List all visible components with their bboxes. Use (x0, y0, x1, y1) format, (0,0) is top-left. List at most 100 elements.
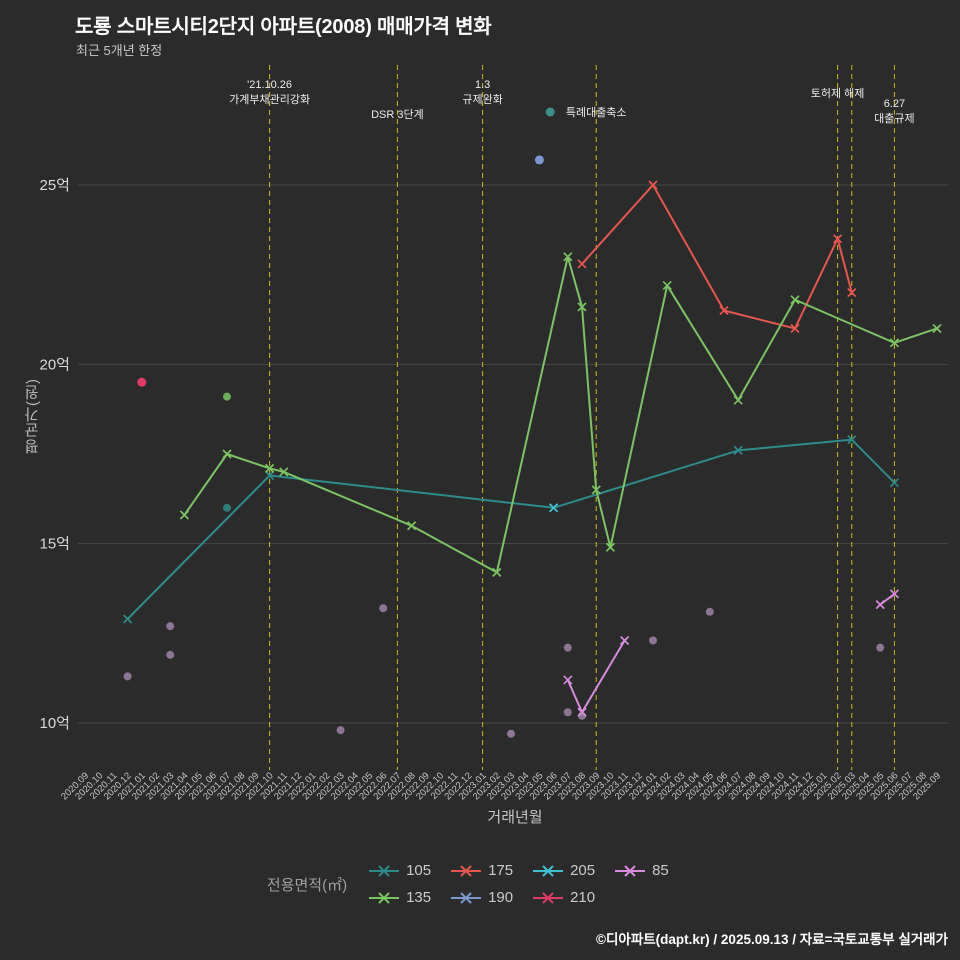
legend-label: 135 (406, 889, 432, 906)
series-175 (577, 180, 857, 334)
event-label: 규제완화 (462, 93, 502, 106)
series-point-175[interactable] (832, 234, 843, 244)
scatter-point[interactable] (379, 604, 388, 613)
scatter-point[interactable] (705, 607, 714, 616)
series-point-135[interactable] (733, 395, 743, 405)
series-point-135[interactable] (406, 521, 417, 531)
event-label: 가계부채관리강화 (229, 93, 310, 106)
series-point-135[interactable] (591, 485, 601, 495)
series-point-135[interactable] (790, 295, 800, 305)
series-point-175[interactable] (847, 287, 857, 298)
series-point-135[interactable] (492, 567, 502, 577)
series-point-105[interactable] (122, 614, 133, 624)
scatter-point[interactable] (123, 672, 132, 681)
series-point-190[interactable] (534, 155, 544, 165)
x-axis-ticks: 2020.092020.102020.112020.122021.012021.… (59, 770, 943, 802)
series-point-175[interactable] (719, 305, 729, 316)
legend-marker-icon (451, 864, 482, 877)
series-point-135[interactable] (932, 323, 942, 334)
legend-items: 105 175 205 85 135 190 210 (369, 862, 693, 906)
series-point-85[interactable] (889, 589, 900, 599)
series-point-105[interactable] (889, 478, 900, 488)
series-point-85[interactable] (619, 635, 630, 646)
series-point-175[interactable] (577, 259, 587, 269)
event-label: 토허제 해제 (811, 86, 865, 100)
legend-item-175[interactable]: 175 (451, 862, 529, 879)
series-line-135[interactable] (183, 255, 938, 574)
scatter-point[interactable] (563, 708, 572, 717)
series-210 (137, 377, 147, 387)
series-line-175[interactable] (581, 183, 853, 330)
legend-label: 105 (406, 862, 432, 879)
legend-item-205[interactable]: 205 (533, 862, 611, 879)
y-tick-label: 10억 (40, 715, 71, 732)
series-point-85[interactable] (577, 707, 587, 717)
legend: 전용면적(㎡) 105 175 205 85 135 190 210 (0, 862, 960, 906)
series-point-135[interactable] (179, 510, 190, 520)
series-point-135[interactable] (577, 302, 587, 312)
series-point-105[interactable] (733, 445, 743, 456)
series-point-175[interactable] (790, 323, 800, 334)
scatter-point[interactable] (507, 729, 515, 738)
series-105 (122, 435, 900, 624)
legend-label: 175 (488, 862, 514, 879)
series-point-205[interactable] (548, 503, 559, 513)
series-line-105[interactable] (126, 438, 896, 620)
y-tick-label: 15억 (40, 536, 71, 553)
series-point-210[interactable] (137, 377, 147, 387)
legend-marker-icon (451, 891, 482, 904)
chart-subtitle: 최근 5개년 한정 (76, 43, 163, 58)
y-tick-label: 25억 (40, 177, 71, 194)
scatter-point[interactable] (223, 503, 231, 512)
event-bullet-dot (545, 107, 555, 117)
x-axis-title: 거래년월 (487, 809, 543, 826)
page-title: 도룡 스마트시티2단지 아파트(2008) 매매가격 변화 (75, 16, 492, 38)
series-point-135[interactable] (264, 463, 275, 473)
series-point-175[interactable] (648, 180, 658, 190)
legend-marker-icon (533, 891, 564, 904)
scatter-points (123, 392, 885, 738)
series-point-135[interactable] (889, 338, 900, 348)
series-point-85[interactable] (563, 675, 573, 685)
scatter-point[interactable] (336, 726, 345, 735)
scatter-point[interactable] (649, 636, 657, 645)
legend-item-190[interactable]: 190 (451, 889, 529, 906)
series-point-135[interactable] (279, 467, 289, 477)
series-point-135[interactable] (662, 280, 672, 291)
series-point-105[interactable] (847, 435, 857, 445)
series-190 (534, 155, 544, 165)
legend-label: 85 (652, 862, 669, 879)
series-205 (548, 503, 559, 513)
event-label: DSR 3단계 (371, 108, 424, 121)
series-point-135[interactable] (605, 542, 616, 552)
event-label: 특례대출축소 (566, 106, 627, 119)
series-point-135[interactable] (563, 252, 573, 262)
event-label: 1.3 (475, 79, 490, 91)
legend-title: 전용면적(㎡) (266, 876, 348, 894)
legend-label: 210 (570, 889, 596, 906)
scatter-point[interactable] (563, 643, 572, 652)
scatter-point[interactable] (876, 643, 885, 652)
gridlines: 10억 15억 20억 25억 (40, 177, 948, 732)
event-label: 6.27 (884, 98, 905, 110)
event-label: 대출규제 (874, 112, 914, 125)
legend-marker-icon (369, 891, 400, 904)
series-point-85[interactable] (875, 600, 885, 610)
scatter-point[interactable] (166, 650, 175, 659)
series-point-135[interactable] (222, 449, 232, 459)
scatter-point[interactable] (166, 622, 175, 631)
scatter-point[interactable] (223, 392, 231, 401)
footer-credit: ©디아파트(dapt.kr) / 2025.09.13 / 자료=국토교통부 실… (596, 932, 948, 947)
event-label: '21.10.26 (247, 79, 292, 91)
legend-item-105[interactable]: 105 (369, 862, 447, 879)
legend-item-85[interactable]: 85 (615, 862, 693, 879)
legend-item-210[interactable]: 210 (533, 889, 611, 906)
y-tick-label: 20억 (40, 356, 71, 373)
legend-item-135[interactable]: 135 (369, 889, 447, 906)
legend-marker-icon (533, 864, 564, 877)
series-point-105[interactable] (264, 470, 275, 481)
legend-label: 190 (488, 889, 514, 906)
series-135 (179, 252, 942, 577)
